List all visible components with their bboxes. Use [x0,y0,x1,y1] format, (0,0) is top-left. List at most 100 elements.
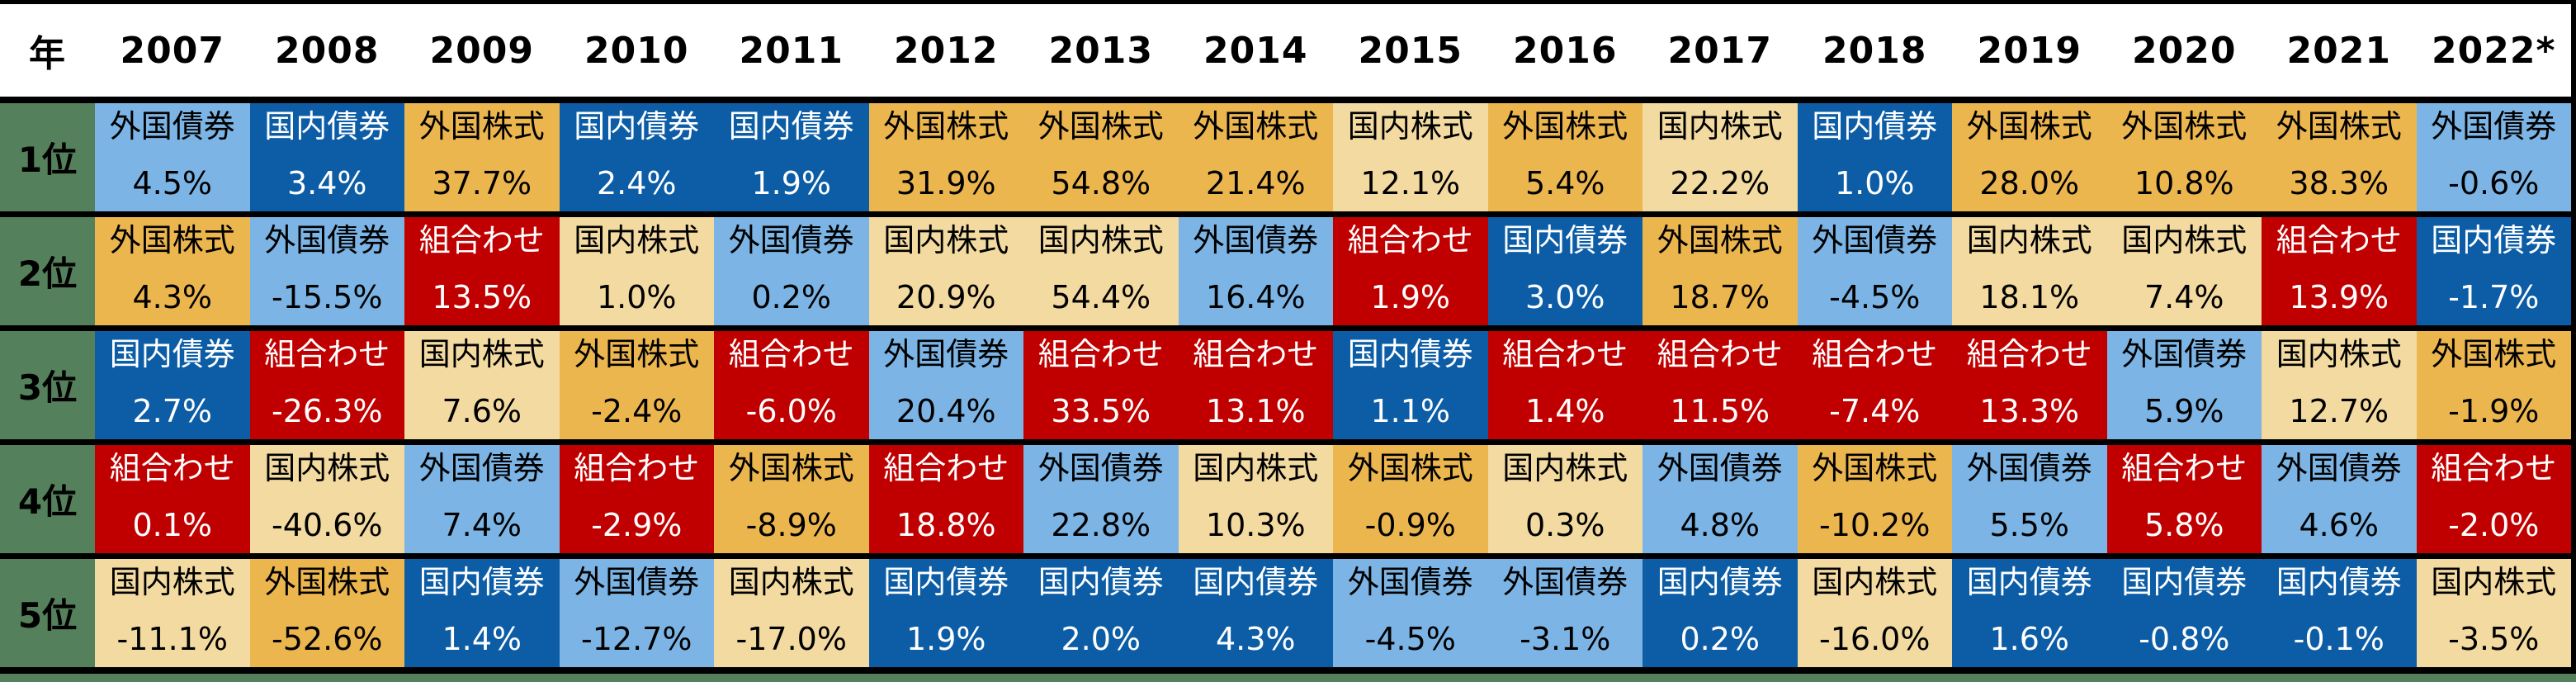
asset-value: 7.4% [442,507,522,544]
asset-name: 外国債券 [2276,450,2402,486]
year-header-cell: 2020 [2132,29,2237,72]
asset-cell: 外国債券 5.9% [2106,331,2262,439]
asset-cell: 組合わせ 1.9% [1333,217,1488,325]
asset-name: 外国株式 [1193,108,1319,144]
asset-value: 7.6% [442,393,522,430]
asset-name: 国内債券 [1502,222,1628,258]
asset-cell: 組合わせ 1.4% [1487,331,1642,439]
asset-name: 組合わせ [1347,222,1473,258]
asset-cell: 外国債券 5.5% [1952,445,2107,553]
asset-name: 組合わせ [1657,336,1783,372]
asset-cell: 外国債券 4.8% [1642,445,1798,553]
asset-value: -2.0% [2448,507,2540,544]
rank-row: 3位 国内債券 2.7% 組合わせ -26.3% 国内株式 7.6% 外国株式 -2.4% 組合わ… [0,331,2571,445]
asset-name: 国内株式 [1193,450,1319,486]
asset-cell: 組合わせ -7.4% [1797,331,1952,439]
rank-row: 4位 組合わせ 0.1% 国内株式 -40.6% 外国債券 7.4% 組合わせ -2.9% 外国株… [0,445,2571,559]
asset-name: 外国株式 [2431,336,2557,372]
asset-value: -0.6% [2448,165,2540,202]
year-header-cell: 2019 [1977,29,2082,72]
asset-cell: 外国株式 38.3% [2262,103,2417,211]
asset-cell: 国内債券 2.4% [559,103,714,211]
asset-cell: 国内株式 -16.0% [1797,559,1952,667]
asset-cell: 外国債券 22.8% [1023,445,1179,553]
asset-value: 4.6% [2299,507,2380,544]
asset-value: -0.8% [2139,621,2230,658]
asset-name: 国内株式 [574,222,700,258]
asset-cell: 国内債券 3.0% [1487,217,1642,325]
asset-name: 外国債券 [2431,108,2557,144]
asset-cell: 国内株式 10.3% [1178,445,1333,553]
asset-value: 28.0% [1979,165,2080,202]
asset-name: 外国債券 [1193,222,1319,258]
asset-name: 国内株式 [1502,450,1628,486]
asset-value: 0.2% [1680,621,1761,658]
asset-name: 国内株式 [883,222,1009,258]
year-header-cell: 2007 [120,29,225,72]
year-header-cell: 2014 [1203,29,1308,72]
asset-name: 国内債券 [2431,222,2557,258]
asset-cell: 国内債券 1.4% [404,559,560,667]
asset-name: 外国債券 [264,222,390,258]
asset-value: -1.7% [2448,279,2540,316]
asset-value: 38.3% [2289,165,2389,202]
asset-value: 33.5% [1051,393,1151,430]
asset-name: 国内債券 [1812,108,1938,144]
asset-value: -40.6% [272,507,383,544]
asset-cell: 外国株式 28.0% [1952,103,2107,211]
asset-cell: 外国債券 4.6% [2262,445,2417,553]
asset-cell: 組合わせ 13.9% [2262,217,2417,325]
asset-cell: 外国株式 -10.2% [1797,445,1952,553]
asset-value: -2.9% [591,507,683,544]
asset-cell: 外国債券 4.5% [95,103,250,211]
asset-name: 組合わせ [2121,450,2248,486]
asset-cell: 外国株式 -52.6% [249,559,404,667]
rank-label: 1位 [17,140,78,180]
asset-name: 組合わせ [2431,450,2557,486]
asset-name: 外国株式 [1657,222,1783,258]
asset-cell: 国内債券 1.0% [1797,103,1952,211]
asset-value: 20.4% [896,393,996,430]
asset-value: 3.4% [286,165,367,202]
asset-cell: 国内債券 0.2% [1642,559,1798,667]
asset-value: -3.1% [1520,621,1611,658]
asset-cell: 国内債券 4.3% [1178,559,1333,667]
asset-name: 国内債券 [1347,336,1473,372]
asset-value: 1.0% [596,279,677,316]
asset-name: 国内株式 [418,336,545,372]
asset-value: 18.8% [896,507,996,544]
asset-name: 外国株式 [1502,108,1628,144]
asset-name: 組合わせ [1193,336,1319,372]
asset-cell: 外国債券 -3.1% [1487,559,1642,667]
asset-value: 18.1% [1979,279,2080,316]
asset-value: 12.7% [2289,393,2389,430]
year-header-cell: 2016 [1513,29,1618,72]
asset-cell: 国内株式 18.1% [1952,217,2107,325]
rank-label: 4位 [17,481,78,522]
asset-name: 国内債券 [1657,564,1783,600]
asset-value: 13.3% [1979,393,2080,430]
asset-value: -15.5% [272,279,383,316]
asset-value: 1.4% [1524,393,1605,430]
asset-cell: 国内債券 -1.7% [2416,217,2571,325]
asset-value: 1.9% [1370,279,1451,316]
asset-name: 国内株式 [1037,222,1164,258]
asset-name: 外国株式 [728,450,854,486]
asset-cell: 組合わせ -6.0% [714,331,869,439]
asset-name: 外国債券 [1966,450,2092,486]
asset-cell: 外国債券 -4.5% [1797,217,1952,325]
asset-value: 1.0% [1834,165,1915,202]
asset-value: 20.9% [896,279,996,316]
asset-value: -52.6% [272,621,383,658]
asset-cell: 国内債券 1.6% [1952,559,2107,667]
year-header-cell: 2013 [1048,29,1153,72]
asset-name: 組合わせ [1812,336,1938,372]
asset-name: 国内株式 [264,450,390,486]
asset-value: -10.2% [1819,507,1931,544]
corner-label-year: 年 [29,33,66,75]
year-header-cell: 2015 [1358,29,1463,72]
asset-cell: 国内債券 2.0% [1023,559,1179,667]
asset-value: 1.1% [1370,393,1451,430]
asset-name: 組合わせ [883,450,1009,486]
asset-name: 国内債券 [1966,564,2092,600]
